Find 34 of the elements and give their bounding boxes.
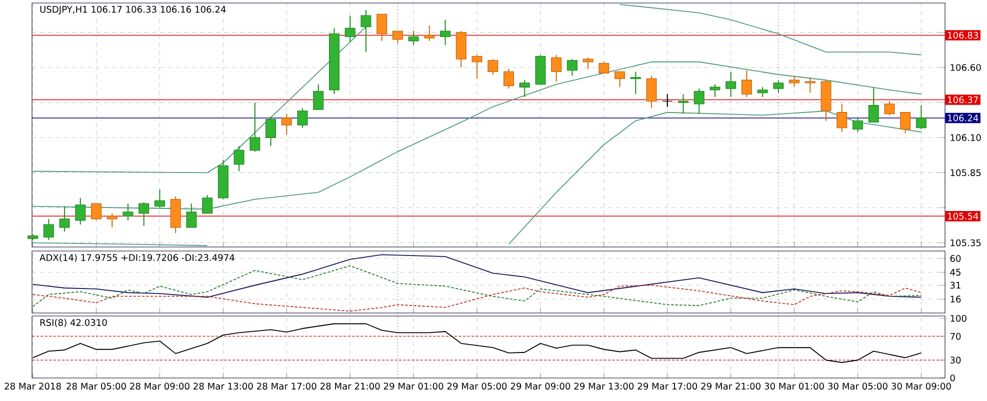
y-tick-label: 105.35 — [950, 239, 981, 246]
y-tick-label: 100 — [950, 314, 966, 322]
y-tick-label: 105.85 — [950, 169, 981, 176]
y-tick-label: 106.60 — [950, 64, 981, 71]
y-tick-label: 70 — [950, 332, 961, 340]
x-tick-label: 30 Mar 09:00 — [892, 382, 951, 390]
chart-title: RSI(8) 42.0310 — [40, 318, 107, 328]
chart-title: USDJPY,H1 106.17 106.33 106.16 106.24 — [40, 6, 226, 14]
ref-line-label: 106.24 — [948, 114, 978, 122]
x-tick-label: 30 Mar 05:00 — [828, 382, 888, 390]
y-tick-label: 106.10 — [950, 134, 981, 142]
x-tick-label: 29 Mar 01:00 — [384, 382, 444, 390]
ref-line-label: 106.37 — [948, 96, 978, 104]
y-tick-label: 30 — [950, 356, 961, 364]
y-tick-label: 16 — [950, 296, 961, 303]
x-tick-label: 29 Mar 17:00 — [638, 382, 698, 390]
y-tick-label: 31 — [950, 282, 960, 289]
ref-line-label: 106.83 — [948, 32, 978, 39]
x-tick-label: 28 Mar 05:00 — [66, 382, 126, 390]
ref-line-label: 105.54 — [948, 212, 978, 220]
x-tick-label: 30 Mar 01:00 — [764, 382, 824, 390]
y-tick-label: 0 — [950, 374, 955, 382]
x-tick-label: 29 Mar 09:00 — [510, 382, 570, 390]
x-tick-label: 28 Mar 09:00 — [130, 382, 190, 390]
x-tick-label: 29 Mar 05:00 — [447, 382, 507, 390]
chart-title: ADX(14) 17.9755 +DI:19.7206 -DI:23.4974 — [40, 254, 234, 262]
x-tick-label: 28 Mar 17:00 — [257, 382, 316, 390]
x-tick-label: 29 Mar 21:00 — [701, 382, 760, 390]
y-tick-label: 45 — [950, 268, 960, 276]
x-tick-label: 28 Mar 13:00 — [194, 382, 253, 390]
y-tick-label: 60 — [950, 254, 961, 262]
x-tick-label: 29 Mar 13:00 — [574, 382, 634, 390]
x-tick-label: 28 Mar 2018 — [4, 382, 61, 390]
x-tick-label: 28 Mar 21:00 — [320, 382, 380, 390]
